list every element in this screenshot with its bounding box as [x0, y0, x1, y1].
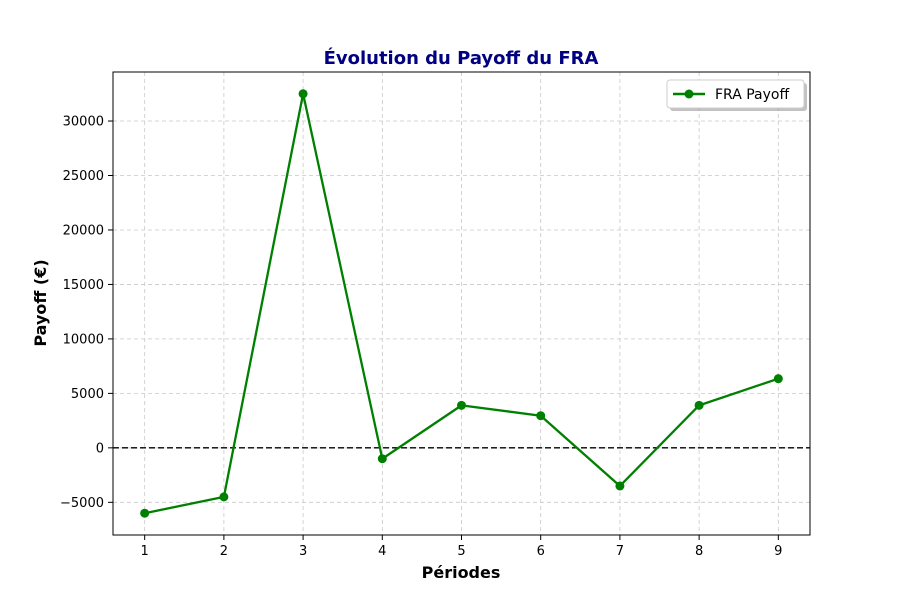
data-point — [377, 454, 387, 464]
y-tick-label: 0 — [96, 441, 104, 456]
data-point — [457, 400, 466, 410]
y-axis-ticks: −5000 0 5000 10000 15000 20000 25000 30000 — [60, 115, 113, 511]
legend: FRA Payoff — [666, 79, 807, 111]
data-point — [536, 411, 546, 421]
x-tick-label: 3 — [299, 544, 307, 559]
x-tick-label: 4 — [378, 544, 386, 559]
x-tick-label: 1 — [141, 544, 149, 559]
x-tick-label: 8 — [695, 544, 703, 559]
y-tick-label: 15000 — [63, 278, 104, 293]
y-tick-label: 30000 — [63, 115, 104, 130]
data-point — [140, 508, 150, 518]
y-tick-label: 5000 — [71, 387, 104, 402]
x-axis-ticks: 1 2 3 4 5 6 7 8 9 — [141, 535, 782, 559]
y-tick-label: 20000 — [63, 223, 104, 238]
data-point — [615, 481, 625, 491]
x-tick-label: 2 — [220, 544, 228, 559]
data-point — [694, 400, 704, 410]
x-axis-title: Périodes — [422, 563, 501, 582]
y-axis-title: Payoff (€) — [31, 259, 50, 346]
legend-label: FRA Payoff — [715, 87, 789, 103]
y-tick-label: 25000 — [63, 169, 104, 184]
x-tick-label: 5 — [457, 544, 465, 559]
x-tick-label: 7 — [616, 544, 624, 559]
legend-box — [666, 79, 805, 109]
x-tick-label: 6 — [537, 544, 545, 559]
series-layer — [140, 89, 783, 518]
y-tick-label: −5000 — [60, 496, 104, 511]
x-tick-label: 9 — [774, 544, 782, 559]
legend-marker-sample — [684, 89, 694, 99]
data-point — [298, 89, 308, 99]
grid — [113, 72, 810, 535]
y-tick-label: 10000 — [63, 332, 104, 347]
chart-title: Évolution du Payoff du FRA — [324, 47, 599, 69]
data-point — [773, 374, 783, 384]
data-point — [219, 492, 229, 502]
